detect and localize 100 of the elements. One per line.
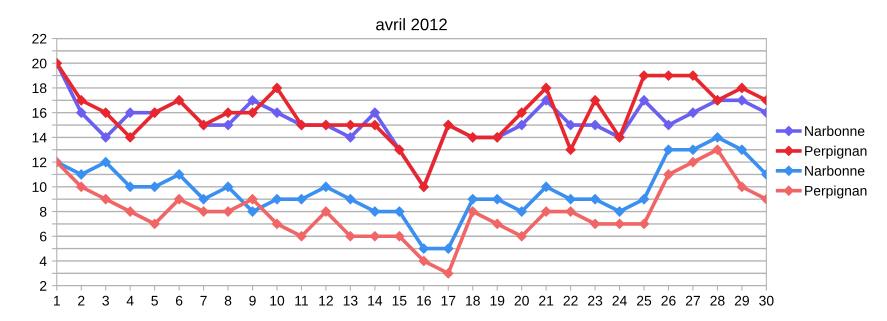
y-tick-label: 10 [32, 182, 47, 192]
point [394, 231, 404, 242]
point [296, 194, 307, 204]
x-tick-label: 20 [514, 296, 529, 306]
x-tick-label: 14 [368, 296, 382, 306]
point [222, 108, 234, 118]
point [443, 268, 454, 278]
point [590, 194, 600, 204]
point [394, 206, 404, 217]
x-tick-label: 25 [637, 296, 652, 306]
x-tick-label: 6 [176, 296, 182, 306]
x-tick-label: 7 [200, 296, 207, 306]
point [174, 194, 184, 204]
point [198, 206, 209, 217]
point [516, 120, 527, 130]
x-tick-label: 17 [442, 296, 456, 306]
x-tick-label: 21 [539, 296, 554, 306]
x-tick-label: 19 [490, 296, 504, 306]
point [736, 82, 748, 94]
x-tick-label: 22 [564, 296, 578, 306]
point [247, 206, 258, 217]
point [370, 120, 380, 130]
point [76, 95, 86, 106]
y-tick-label: 4 [40, 256, 47, 266]
x-tick-label: 10 [270, 296, 284, 306]
point [247, 108, 258, 118]
point [418, 256, 429, 266]
point [663, 144, 674, 155]
point [468, 194, 478, 204]
y-tick-label: 22 [32, 34, 46, 44]
x-tick-label: 23 [588, 296, 602, 306]
point [712, 132, 723, 142]
point [492, 218, 502, 230]
point [663, 70, 674, 81]
point [688, 156, 698, 168]
point [125, 182, 136, 192]
x-tick-label: 5 [151, 296, 158, 306]
point [100, 194, 111, 204]
legend-label: Narbonne [805, 126, 864, 136]
point [541, 82, 552, 94]
point [345, 194, 356, 204]
point [638, 194, 650, 204]
point [370, 108, 380, 118]
point [125, 108, 136, 118]
x-tick-label: 27 [686, 296, 700, 306]
x-tick-label: 28 [710, 296, 725, 306]
point [320, 206, 332, 217]
point [76, 169, 86, 180]
point [296, 231, 307, 242]
point [492, 194, 502, 204]
legend-label: Narbonne [805, 166, 864, 176]
point [76, 182, 86, 192]
y-tick-label: 18 [32, 83, 46, 94]
point [125, 132, 136, 142]
point [150, 182, 160, 192]
chart-title: avril 2012 [376, 18, 447, 30]
point [443, 244, 454, 254]
point [614, 206, 625, 217]
point [663, 120, 674, 130]
x-tick-label: 3 [102, 296, 109, 306]
point [370, 231, 380, 242]
legend-label: Perpignan [805, 185, 866, 198]
x-tick-label: 16 [417, 296, 431, 306]
x-tick-label: 15 [392, 296, 406, 306]
point [590, 218, 600, 230]
point [198, 194, 209, 204]
y-tick-label: 8 [40, 206, 46, 217]
point [516, 108, 527, 118]
point [76, 108, 86, 118]
x-tick-label: 9 [249, 296, 256, 306]
point [541, 206, 552, 217]
point [345, 132, 356, 142]
x-tick-label: 24 [612, 296, 627, 306]
point [272, 82, 282, 94]
y-tick-label: 12 [32, 157, 46, 168]
point [663, 169, 674, 180]
point [100, 132, 111, 142]
x-tick-label: 8 [224, 296, 232, 306]
y-tick-label: 20 [32, 58, 47, 68]
point [247, 95, 258, 106]
point [712, 144, 723, 155]
y-tick-label: 6 [40, 232, 46, 242]
point [247, 194, 258, 204]
point [614, 218, 625, 230]
point [222, 120, 234, 130]
y-tick-label: 14 [32, 132, 47, 142]
point [638, 95, 650, 106]
point [320, 182, 332, 192]
point [150, 218, 160, 230]
x-tick-label: 12 [319, 296, 333, 306]
x-tick-label: 1 [54, 296, 60, 306]
point [638, 218, 650, 230]
point [272, 194, 282, 204]
y-tick-label: 2 [40, 281, 46, 291]
point [566, 120, 576, 130]
x-tick-label: 26 [661, 296, 676, 306]
point [345, 120, 356, 130]
point [688, 108, 698, 118]
point [736, 95, 748, 106]
point [688, 70, 698, 81]
